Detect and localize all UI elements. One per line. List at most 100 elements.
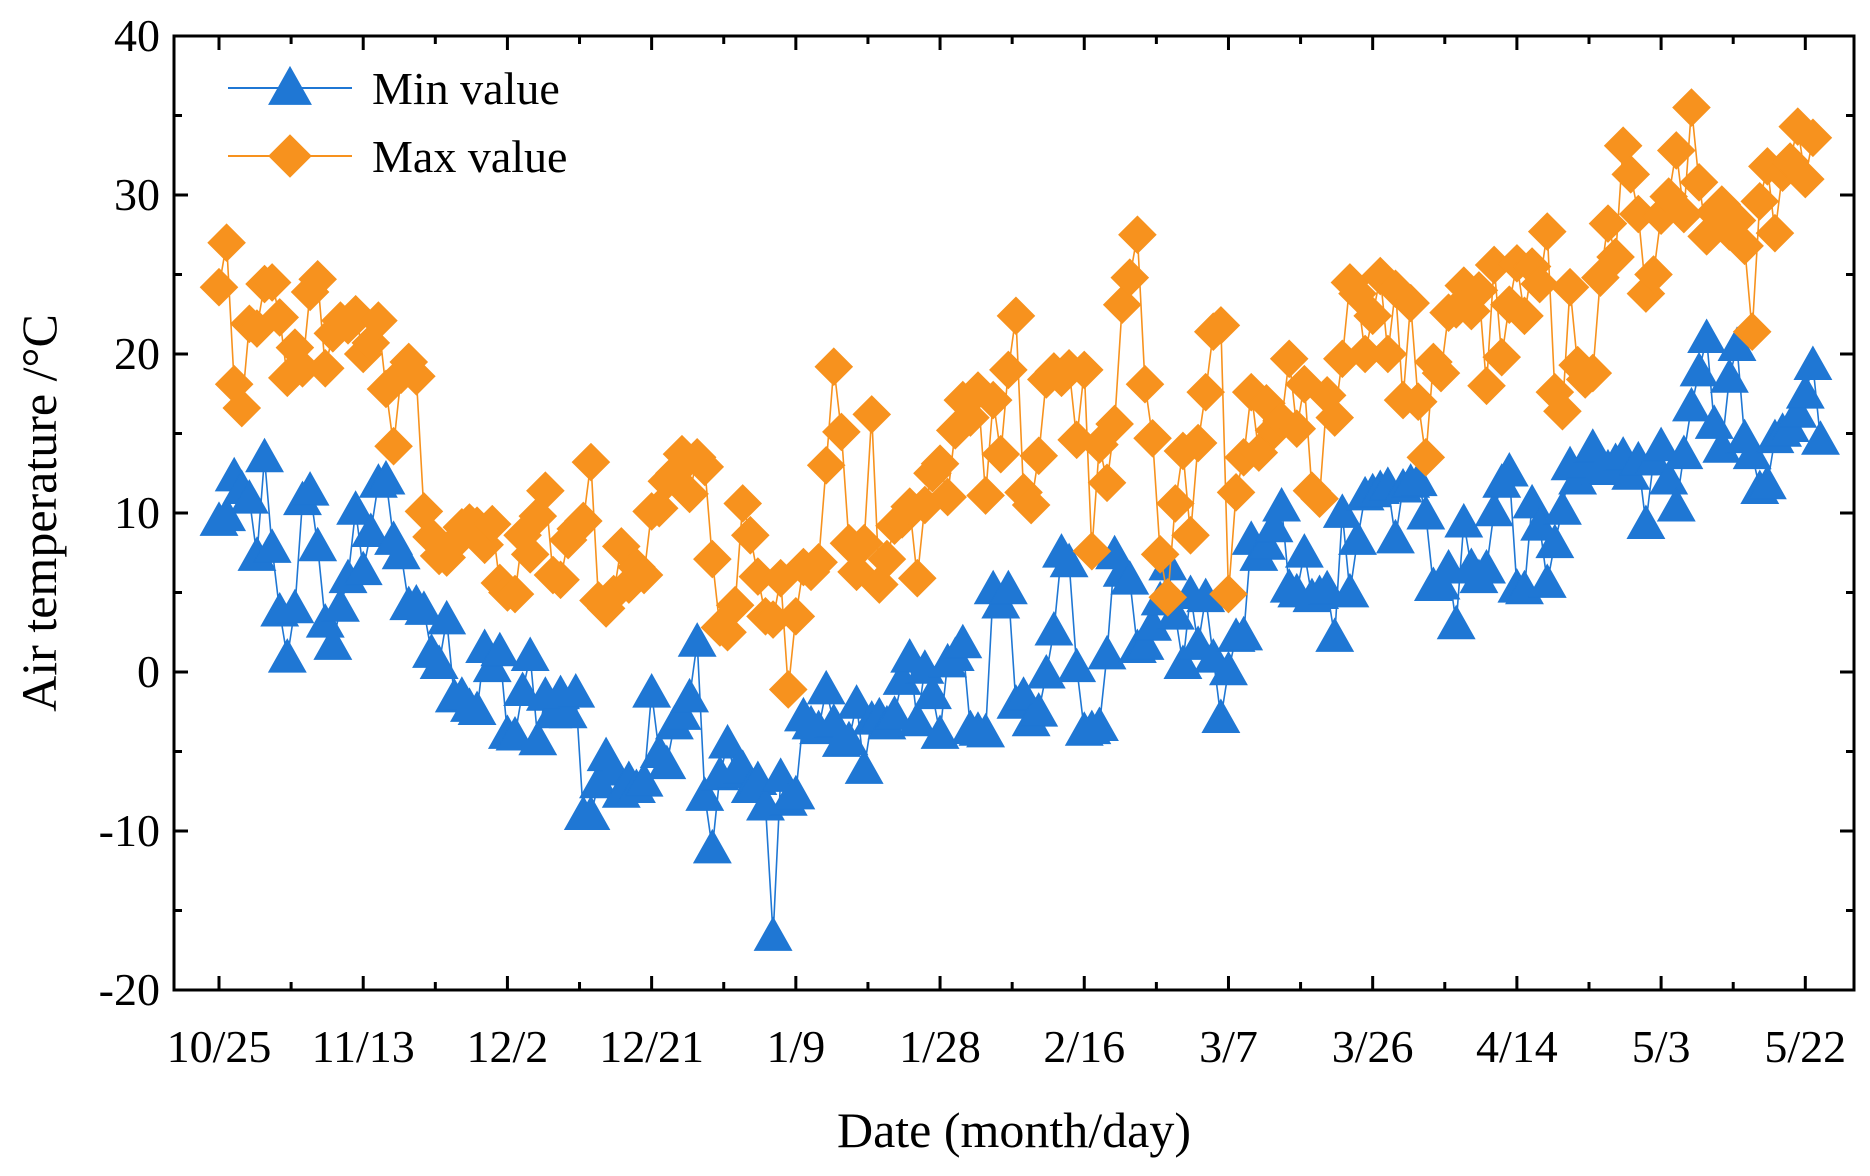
data-point <box>1482 337 1522 377</box>
data-point <box>495 574 535 614</box>
data-point <box>708 723 747 759</box>
data-point <box>867 539 907 579</box>
data-point <box>1573 353 1613 393</box>
data-point <box>1467 366 1506 406</box>
data-point <box>943 623 983 659</box>
data-point <box>693 539 732 579</box>
data-point <box>1118 215 1157 255</box>
data-point <box>351 512 391 547</box>
data-point <box>1110 560 1150 595</box>
data-point <box>1375 518 1415 554</box>
data-point <box>207 223 246 263</box>
data-point <box>1398 461 1438 497</box>
data-point <box>920 714 960 749</box>
data-point <box>526 471 565 511</box>
data-point <box>844 749 884 784</box>
data-point <box>677 622 717 657</box>
data-point <box>624 762 664 797</box>
data-point <box>1543 391 1582 431</box>
data-point <box>1057 647 1097 683</box>
data-point <box>457 690 497 726</box>
legend-label: Max value <box>372 131 567 182</box>
data-point <box>571 795 611 830</box>
x-tick-label: 3/26 <box>1332 1021 1414 1072</box>
data-point <box>1224 615 1264 651</box>
y-tick-label: 20 <box>114 328 160 379</box>
data-point <box>1793 345 1833 381</box>
data-point <box>988 569 1028 605</box>
y-axis: -20 -10 0 10 20 30 40 <box>99 10 1854 1015</box>
data-point <box>753 916 793 951</box>
data-point <box>222 388 262 428</box>
data-point <box>1679 351 1719 387</box>
data-point <box>1026 653 1066 689</box>
data-point <box>1444 502 1484 538</box>
data-point <box>298 526 338 562</box>
series-line <box>218 337 1822 936</box>
data-point <box>1535 523 1575 559</box>
data-point <box>480 631 520 667</box>
data-point <box>571 442 611 482</box>
data-point <box>1231 372 1271 412</box>
data-point <box>723 484 763 523</box>
data-point <box>1785 374 1825 409</box>
data-point <box>1087 463 1127 503</box>
data-point <box>1634 255 1673 294</box>
data-point <box>632 673 672 708</box>
data-point <box>852 395 892 434</box>
data-point <box>510 535 550 574</box>
data-point <box>1641 426 1681 462</box>
data-point <box>374 426 413 466</box>
x-tick-label: 2/16 <box>1043 1021 1125 1072</box>
data-point <box>768 670 808 709</box>
data-point <box>1019 692 1059 727</box>
data-point <box>1209 574 1248 614</box>
data-point <box>1725 226 1764 266</box>
data-point <box>1315 617 1355 652</box>
y-tick-label: 10 <box>114 487 160 538</box>
data-point <box>1102 285 1142 325</box>
x-tick-label: 5/3 <box>1632 1021 1691 1072</box>
data-point <box>495 715 535 751</box>
data-point <box>1664 434 1704 470</box>
data-point <box>1732 312 1772 352</box>
data-point <box>685 776 725 811</box>
data-point <box>1527 563 1567 598</box>
y-axis-title: Air temperature /°C <box>11 314 67 712</box>
data-point <box>1656 487 1696 522</box>
data-point <box>1133 418 1172 458</box>
data-point <box>1406 438 1446 477</box>
series-triangle <box>199 318 1840 951</box>
y-tick-label: 30 <box>114 169 160 220</box>
data-point <box>556 673 596 708</box>
data-point <box>1254 507 1294 543</box>
data-point <box>966 476 1005 515</box>
data-point <box>1049 542 1089 578</box>
data-point <box>548 693 588 729</box>
data-point <box>951 398 990 437</box>
data-point <box>290 471 330 506</box>
y-tick-label: -10 <box>99 805 160 856</box>
data-point <box>1512 483 1552 519</box>
x-tick-label: 4/14 <box>1476 1021 1558 1072</box>
data-point <box>1801 420 1840 455</box>
data-point <box>981 434 1021 474</box>
data-point <box>799 542 838 582</box>
data-point <box>1110 258 1150 297</box>
data-point <box>207 496 247 532</box>
data-point <box>1307 569 1347 605</box>
data-point <box>1246 525 1286 560</box>
data-point <box>1626 504 1666 540</box>
data-point <box>1542 490 1582 525</box>
data-point <box>1315 398 1355 437</box>
legend-label: Min value <box>372 63 560 114</box>
data-point <box>1079 706 1119 741</box>
data-point <box>397 356 436 396</box>
data-point <box>1459 271 1499 310</box>
data-point <box>1277 409 1317 449</box>
x-axis: 10/25 11/13 12/2 12/21 1/9 1/28 2/16 3/7 3/26 4/1… <box>167 36 1846 1072</box>
data-point <box>928 477 967 517</box>
legend-item: Max value <box>228 131 567 182</box>
data-point <box>1672 386 1711 422</box>
data-point <box>1284 533 1324 568</box>
